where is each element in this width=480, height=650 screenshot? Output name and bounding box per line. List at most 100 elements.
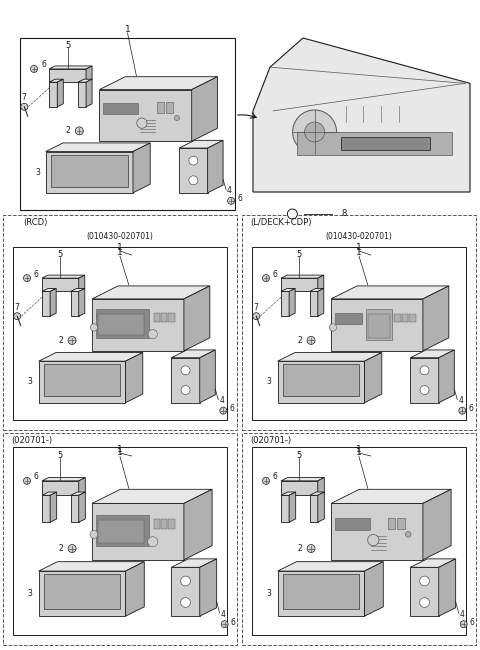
Polygon shape (423, 286, 449, 351)
Polygon shape (71, 492, 85, 495)
Text: 2: 2 (297, 544, 302, 553)
Bar (402, 315, 408, 322)
Polygon shape (78, 82, 86, 107)
Text: 6: 6 (34, 270, 39, 279)
Text: 1: 1 (117, 445, 123, 454)
Text: 3: 3 (267, 589, 272, 598)
Polygon shape (42, 478, 85, 481)
Circle shape (189, 156, 198, 165)
Polygon shape (71, 495, 79, 522)
Circle shape (148, 330, 157, 339)
Polygon shape (331, 286, 449, 299)
Polygon shape (318, 492, 324, 522)
Polygon shape (310, 492, 324, 495)
Polygon shape (277, 571, 364, 616)
Text: 7: 7 (14, 303, 19, 312)
Circle shape (293, 110, 336, 154)
Text: 6: 6 (237, 194, 242, 203)
Text: (L/DECK+CDP): (L/DECK+CDP) (250, 218, 312, 227)
Polygon shape (289, 289, 295, 316)
Circle shape (263, 477, 269, 484)
Bar (103, 103, 138, 114)
Bar (242, 215, 476, 430)
Polygon shape (71, 289, 85, 291)
Bar (335, 518, 370, 530)
Circle shape (24, 275, 31, 281)
Polygon shape (125, 352, 143, 403)
Circle shape (148, 537, 158, 547)
Bar (168, 313, 175, 322)
Circle shape (253, 313, 260, 320)
Bar (341, 136, 430, 150)
Text: 2: 2 (297, 336, 302, 345)
Polygon shape (46, 151, 133, 193)
Polygon shape (42, 481, 79, 495)
Bar (97, 315, 144, 335)
Polygon shape (179, 140, 223, 148)
Circle shape (137, 118, 147, 128)
Circle shape (220, 407, 227, 414)
Text: 6: 6 (469, 618, 475, 627)
Polygon shape (277, 361, 364, 403)
Polygon shape (44, 575, 120, 610)
Circle shape (90, 324, 97, 331)
Polygon shape (281, 291, 289, 316)
Polygon shape (171, 350, 216, 358)
Polygon shape (49, 66, 92, 69)
Polygon shape (281, 289, 295, 291)
Polygon shape (318, 289, 324, 316)
Text: 5: 5 (58, 451, 63, 460)
Polygon shape (50, 289, 56, 316)
Polygon shape (39, 352, 143, 361)
Polygon shape (331, 489, 451, 503)
Bar (252, 447, 466, 635)
Polygon shape (310, 291, 318, 316)
Bar (96, 309, 149, 338)
Polygon shape (318, 478, 324, 495)
Bar (154, 313, 160, 322)
Text: 4: 4 (221, 610, 226, 619)
Text: 1: 1 (356, 242, 362, 252)
Circle shape (263, 275, 269, 281)
Text: 1: 1 (356, 445, 362, 454)
Circle shape (329, 324, 336, 331)
Circle shape (24, 477, 31, 484)
Text: 1: 1 (117, 242, 123, 252)
Text: 1: 1 (356, 248, 362, 257)
Polygon shape (192, 77, 217, 141)
Polygon shape (79, 289, 85, 316)
Circle shape (420, 385, 429, 395)
Bar (3, 433, 237, 645)
Polygon shape (364, 562, 383, 616)
Text: 2: 2 (58, 544, 63, 553)
Polygon shape (42, 289, 56, 291)
Text: 6: 6 (468, 404, 473, 413)
Polygon shape (50, 492, 57, 522)
Bar (3, 215, 237, 430)
Polygon shape (331, 503, 423, 560)
Circle shape (288, 209, 298, 219)
Circle shape (221, 621, 228, 628)
Circle shape (459, 407, 466, 414)
Bar (242, 433, 476, 645)
Polygon shape (125, 562, 144, 616)
Text: 1: 1 (356, 448, 362, 457)
Polygon shape (423, 489, 451, 560)
Bar (368, 315, 390, 338)
Circle shape (420, 576, 430, 586)
Text: 6: 6 (34, 473, 39, 482)
Text: 7: 7 (253, 303, 258, 312)
Bar (20, 38, 235, 210)
Text: 5: 5 (58, 250, 63, 259)
Polygon shape (49, 82, 57, 107)
Circle shape (68, 337, 76, 344)
Text: 3: 3 (28, 589, 33, 598)
Bar (168, 519, 175, 529)
Circle shape (307, 545, 315, 552)
Polygon shape (283, 364, 359, 396)
Circle shape (180, 597, 191, 607)
Polygon shape (281, 492, 296, 495)
Bar (161, 313, 168, 322)
Text: 6: 6 (41, 60, 46, 70)
Bar (395, 315, 401, 322)
